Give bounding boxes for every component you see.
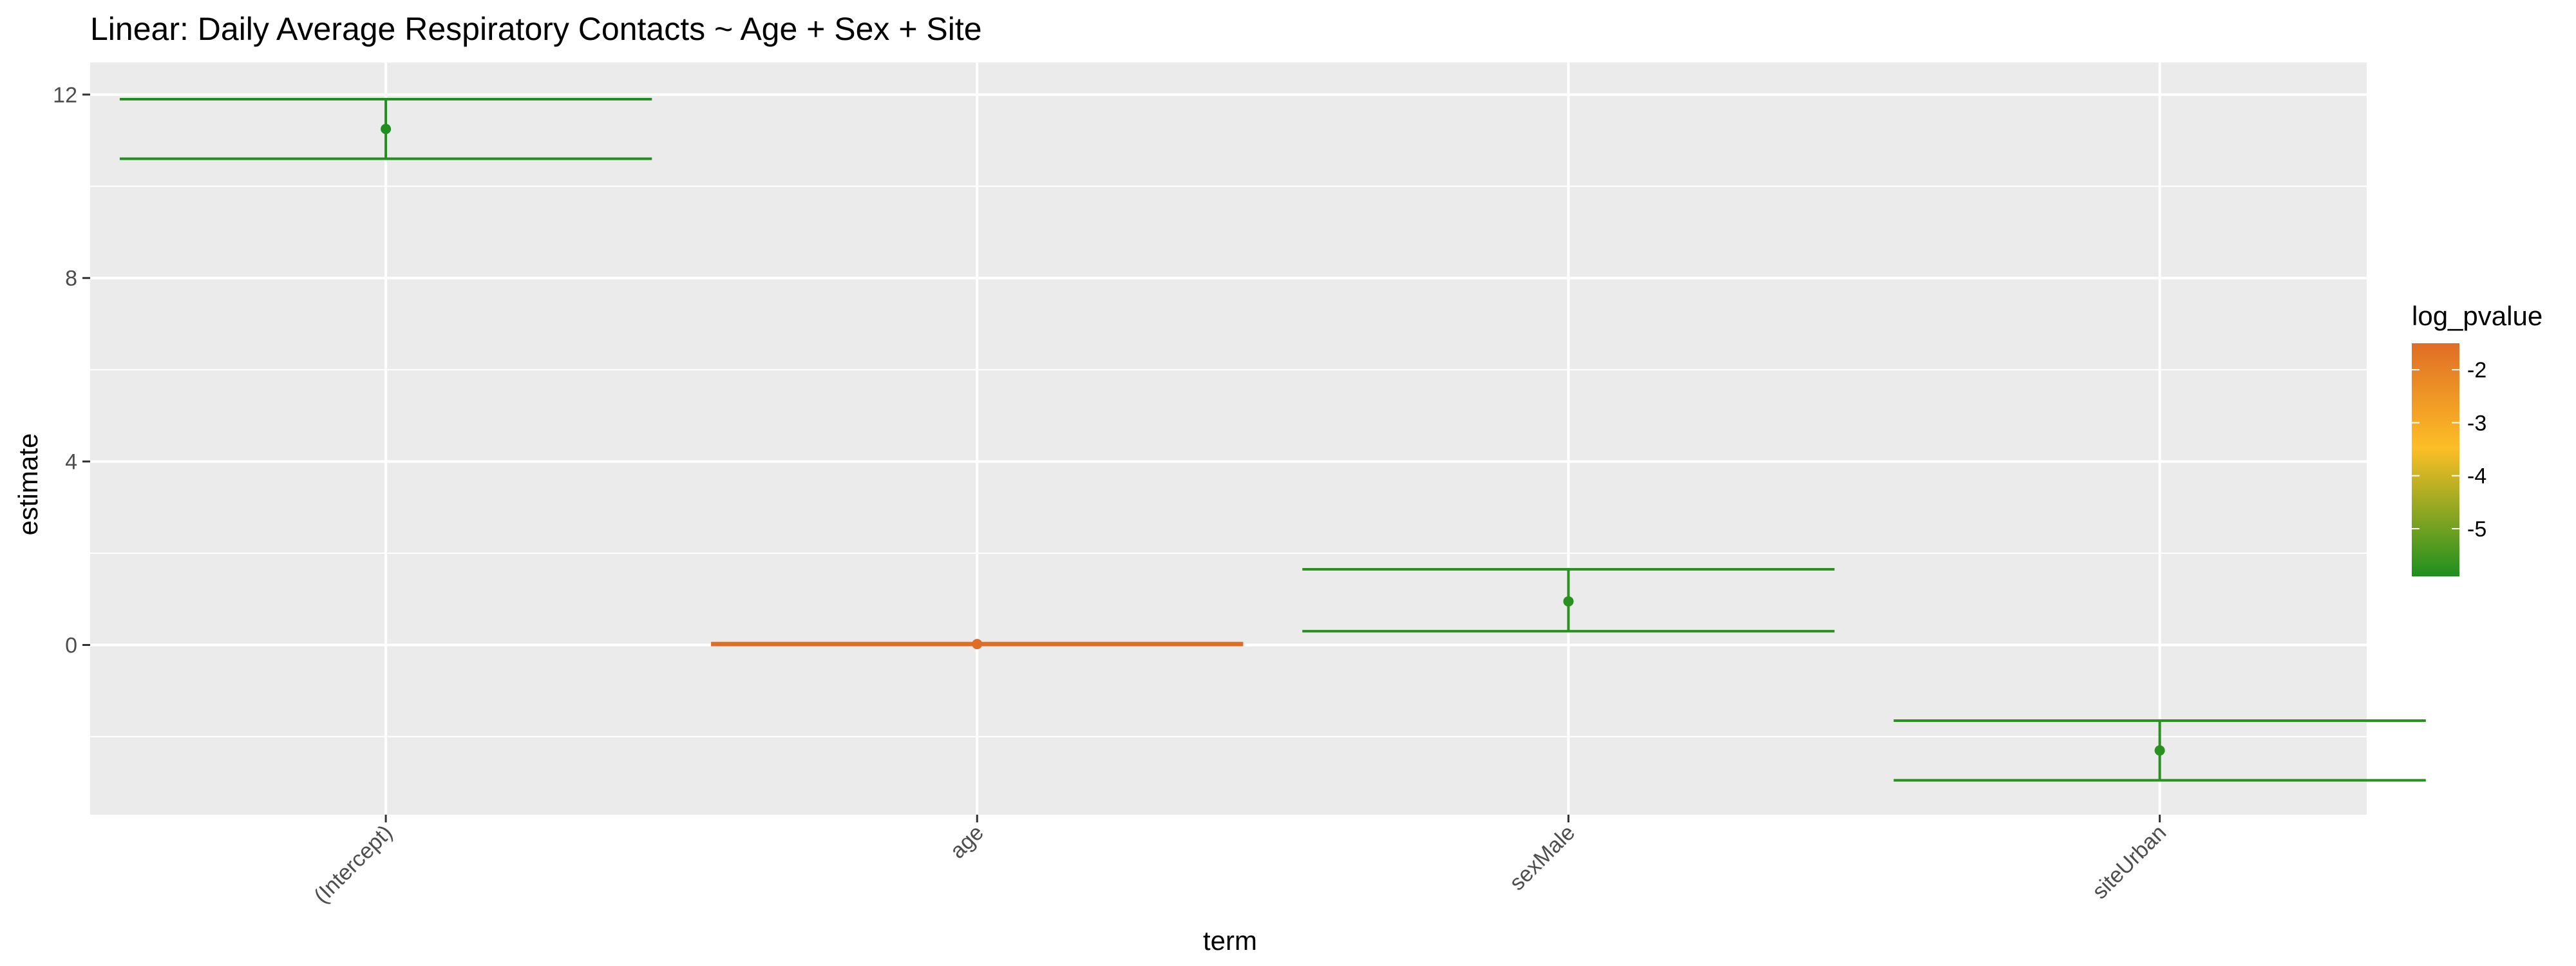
errorbar-intercept <box>119 97 652 160</box>
x-tick-label: siteUrban <box>2088 820 2172 904</box>
legend-tick-label: -5 <box>2467 517 2486 542</box>
errorbar-age <box>711 639 1244 650</box>
chart-title: Linear: Daily Average Respiratory Contac… <box>90 11 982 47</box>
estimate-point <box>381 124 392 135</box>
estimate-point <box>972 639 983 650</box>
legend-colorbar <box>2412 343 2459 576</box>
legend: log_pvalue -2 -3 -4 -5 <box>2412 301 2543 576</box>
y-tick-label: 12 <box>53 83 77 108</box>
y-tick-label: 0 <box>65 633 77 658</box>
legend-tick-label: -4 <box>2467 464 2486 489</box>
x-axis-title: term <box>1203 925 1257 956</box>
x-tick-label: age <box>945 820 989 864</box>
y-axis: 0 4 8 12 <box>53 83 90 658</box>
plot-panel <box>90 62 2367 815</box>
errorbar-siteurban <box>1893 719 2426 782</box>
y-tick-label: 8 <box>65 267 77 291</box>
data-marks <box>119 97 2426 782</box>
y-tick-label: 4 <box>65 450 77 475</box>
x-tick-label: sexMale <box>1505 820 1580 895</box>
legend-tick-label: -2 <box>2467 358 2486 383</box>
y-axis-title: estimate <box>13 433 43 536</box>
errorbar-sexmale <box>1302 567 1835 633</box>
estimate-point <box>1563 596 1574 607</box>
x-tick-label: (Intercept) <box>309 820 397 908</box>
estimate-point <box>2154 745 2165 756</box>
legend-title: log_pvalue <box>2412 301 2543 331</box>
x-axis: (Intercept) age sexMale siteUrban <box>309 815 2171 908</box>
legend-tick-label: -3 <box>2467 411 2486 435</box>
